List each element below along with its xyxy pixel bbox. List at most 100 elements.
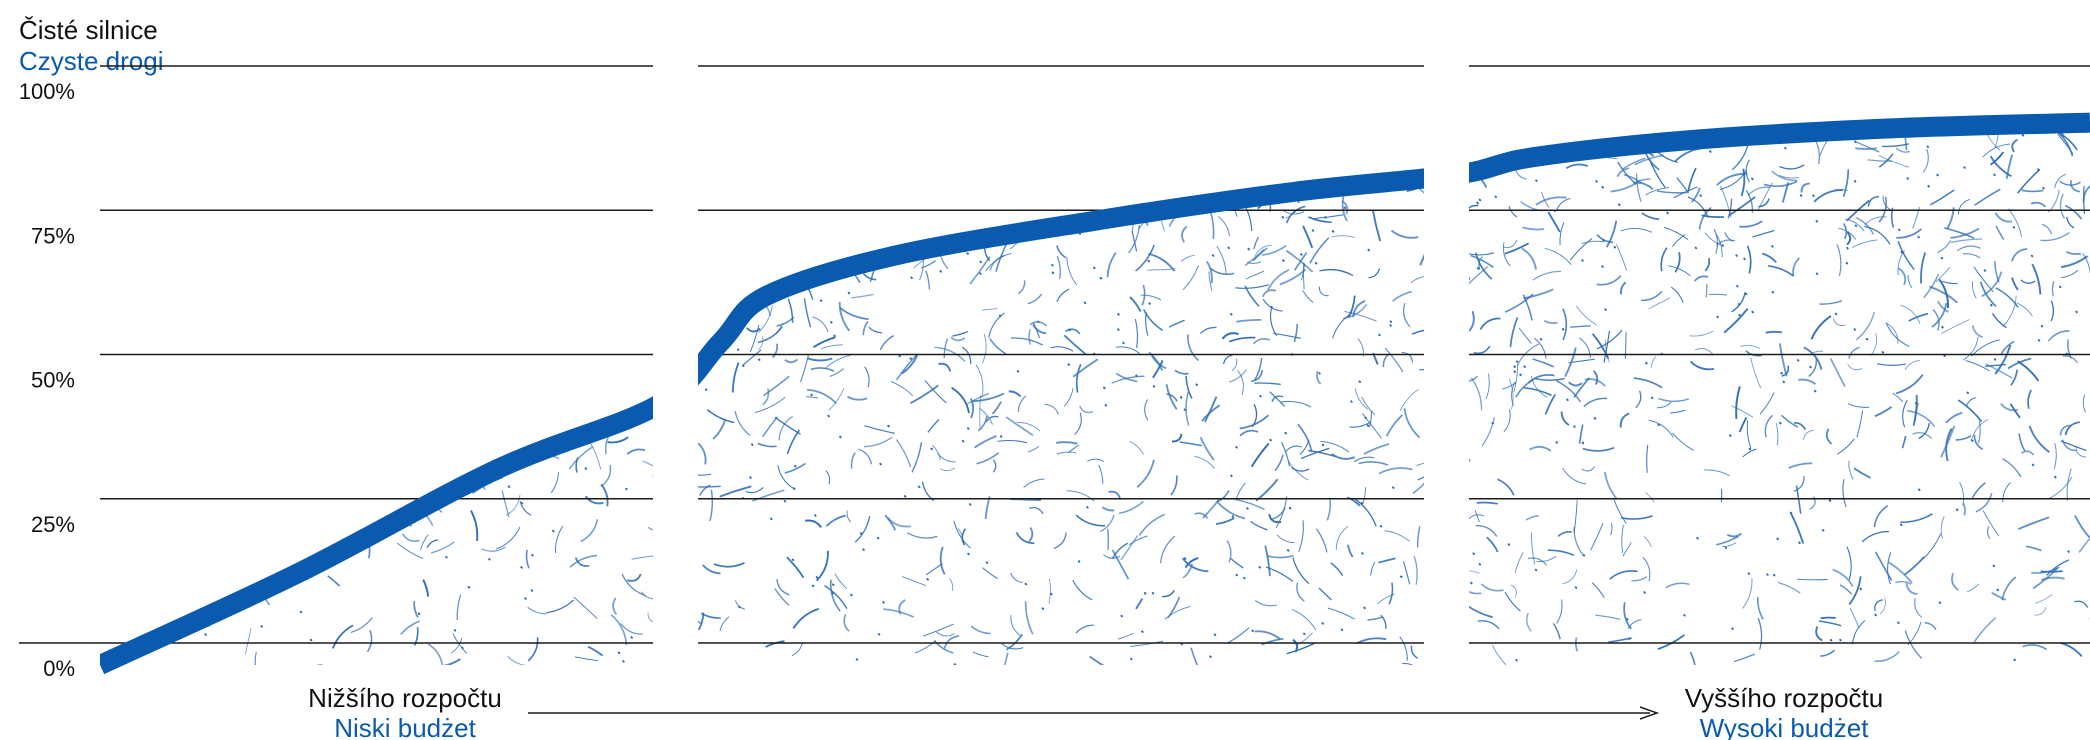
texture-mark [1277,136,1305,142]
texture-mark [520,501,524,505]
texture-mark [250,475,270,483]
texture-mark [1261,637,1284,646]
curve-layer [100,112,2090,675]
texture-mark [1466,108,1467,109]
texture-mark [1521,247,1537,270]
texture-mark [550,472,560,494]
texture-mark [132,430,135,433]
texture-mark [1273,137,1290,147]
texture-mark [1626,618,1629,621]
texture-mark [122,277,143,294]
texture-mark [924,379,947,404]
texture-mark [1657,95,1658,96]
texture-mark [397,106,402,119]
texture-mark [1396,104,1397,105]
texture-mark [1035,140,1038,143]
texture-mark [649,161,658,183]
texture-mark [1235,284,1269,289]
texture-mark [1116,131,1129,146]
texture-mark [927,418,940,433]
texture-mark [1897,240,1915,271]
texture-mark [1293,323,1299,343]
texture-mark [694,305,717,323]
texture-mark [879,335,894,351]
texture-mark [1074,412,1082,436]
x-axis: Nižšího rozpočtu Niski budżet Vyššího ro… [308,683,1883,740]
texture-mark [967,122,982,128]
texture-mark [2021,134,2025,137]
texture-mark [194,374,206,385]
texture-mark [979,407,994,425]
texture-mark [311,180,319,206]
texture-mark [456,594,462,620]
texture-mark [682,617,703,625]
texture-mark [187,418,195,436]
texture-mark [2001,576,2017,601]
texture-mark [1745,159,1751,183]
texture-mark [152,93,153,94]
texture-mark [1708,111,1709,112]
texture-mark [1578,337,1591,359]
texture-mark [168,470,183,476]
texture-mark [1362,487,1366,505]
texture-mark [1855,217,1874,235]
texture-mark [1292,638,1298,653]
texture-mark [1112,177,1129,201]
texture-mark [388,183,392,187]
texture-mark [1523,288,1554,300]
texture-mark [1595,614,1621,620]
texture-mark [734,600,746,610]
texture-mark [1570,325,1591,328]
texture-mark [1001,643,1024,650]
texture-mark [1516,343,1540,367]
texture-mark [513,214,516,217]
texture-mark [1138,513,1166,536]
texture-mark [1430,531,1450,541]
texture-mark [1195,383,1198,386]
texture-mark [1314,261,1318,265]
texture-mark [1291,126,1294,129]
texture-mark [1733,87,1754,100]
series-curve [100,112,2090,675]
texture-mark [278,167,308,176]
texture-mark [489,92,515,98]
texture-mark [2040,231,2070,242]
texture-mark [438,325,442,329]
texture-mark [925,562,943,576]
texture-mark [1971,339,2000,357]
texture-mark [1864,216,1887,226]
texture-mark [678,469,712,476]
texture-mark [1166,393,1178,402]
texture-mark [281,137,303,158]
texture-mark [787,88,800,113]
texture-mark [1663,226,1689,240]
texture-mark [787,298,794,323]
texture-mark [2018,433,2026,452]
texture-mark [1543,319,1558,325]
texture-mark [1759,392,1775,415]
texture-mark [135,339,153,355]
texture-mark [1151,592,1155,595]
texture-mark [802,153,816,177]
texture-mark [621,573,647,597]
texture-mark [815,210,820,228]
texture-mark [968,197,986,211]
texture-mark [1781,365,1790,377]
texture-mark [1456,455,1460,459]
texture-mark [932,445,941,461]
texture-mark [121,111,141,120]
texture-mark [1539,338,1543,341]
texture-mark [2037,339,2041,342]
texture-mark [679,389,698,395]
texture-mark [1839,638,1842,642]
texture-mark [631,553,664,560]
texture-mark [277,287,289,307]
texture-mark [2041,223,2052,235]
texture-mark [674,468,681,493]
texture-mark [1737,303,1741,306]
texture-mark [583,77,605,92]
texture-mark [1573,425,1576,428]
texture-mark [1799,194,1803,197]
texture-mark [1331,230,1335,233]
texture-mark [887,517,911,528]
